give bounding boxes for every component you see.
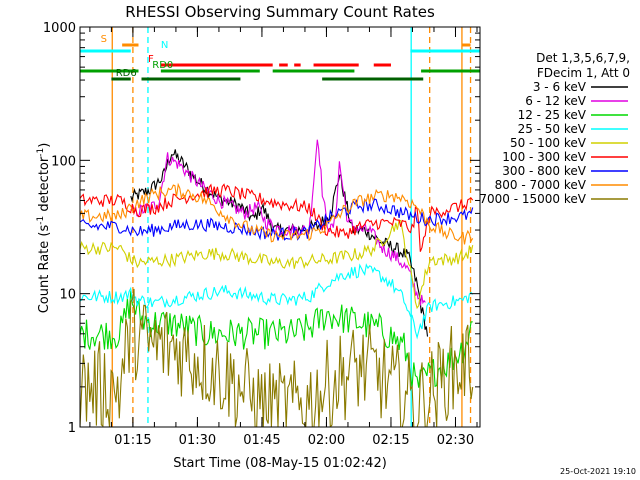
flag-label-rd6: RD6 [116, 68, 137, 79]
series-line-2 [80, 290, 473, 388]
legend-label-5: 100 - 300 keV [502, 150, 586, 164]
chart-title: RHESSI Observing Summary Count Rates [125, 3, 435, 21]
date-stamp: 25-Oct-2021 19:10 [560, 467, 636, 476]
legend-header-line-2: FDecim 1, Att 0 [537, 66, 630, 80]
x-axis-label: Start Time (08-May-15 01:02:42) [173, 456, 387, 471]
x-axis-ticks: 01:15 01:30 01:45 02:00 02:15 02:30 [89, 27, 478, 448]
series-line-5 [80, 183, 474, 252]
flag-label-s: S [101, 34, 107, 45]
legend-label-8: 7000 - 15000 keV [479, 192, 586, 206]
y-tick-label-1: 10 [59, 288, 76, 303]
legend-label-7: 800 - 7000 keV [495, 178, 587, 192]
legend-label-1: 6 - 12 keV [525, 94, 587, 108]
y-axis-ticks: 1 10 100 1000 [43, 21, 480, 436]
legend-label-4: 50 - 100 keV [510, 136, 587, 150]
y-tick-label-0: 1 [68, 421, 76, 436]
x-tick-label-3: 02:00 [308, 433, 345, 448]
legend-label-3: 25 - 50 keV [518, 122, 587, 136]
x-tick-label-5: 02:30 [437, 433, 474, 448]
plot-frame [79, 26, 481, 428]
series-line-8 [80, 288, 474, 427]
y-axis-label: Count Rate (s-1 detector-1) [36, 143, 52, 314]
series-line-1 [130, 139, 426, 306]
flag-label-n: N [161, 40, 168, 51]
series-line-4 [80, 219, 474, 310]
flag-label-f: F [148, 54, 154, 65]
x-tick-label-0: 01:15 [114, 433, 151, 448]
x-tick-label-2: 01:45 [243, 433, 280, 448]
legend-header-line-1: Det 1,3,5,6,7,9, [536, 51, 630, 65]
x-tick-label-1: 01:30 [179, 433, 216, 448]
legend-label-2: 12 - 25 keV [518, 108, 587, 122]
legend-label-6: 300 - 800 keV [502, 164, 586, 178]
flag-label-rd0: RD0 [152, 60, 173, 71]
y-tick-label-2: 100 [51, 154, 76, 169]
series-group [80, 139, 474, 427]
legend-label-0: 3 - 6 keV [533, 80, 587, 94]
y-tick-label-3: 1000 [43, 21, 76, 36]
legend: Det 1,3,5,6,7,9, FDecim 1, Att 0 3 - 6 k… [479, 51, 630, 206]
series-line-7 [80, 182, 474, 245]
x-tick-label-4: 02:15 [372, 433, 409, 448]
